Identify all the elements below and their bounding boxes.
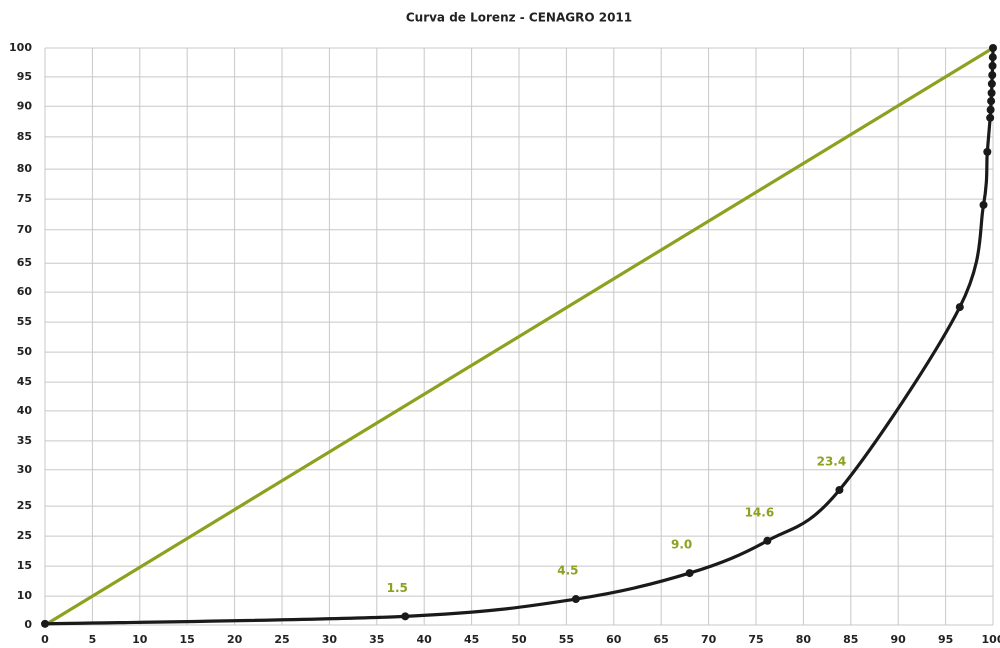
point — [983, 147, 992, 156]
point — [988, 71, 997, 80]
point — [989, 44, 997, 52]
point — [955, 303, 964, 312]
x-tick-label: 25 — [274, 633, 289, 646]
y-tick-label: 0 — [24, 618, 32, 631]
point — [987, 89, 996, 98]
x-tick-label: 65 — [654, 633, 669, 646]
y-tick-label: 80 — [17, 162, 33, 175]
x-tick-label: 20 — [227, 633, 243, 646]
y-tick-label: 100 — [9, 41, 32, 54]
x-tick-label: 15 — [180, 633, 195, 646]
x-tick-label: 90 — [891, 633, 907, 646]
point — [571, 595, 580, 604]
y-tick-label: 70 — [17, 223, 33, 236]
y-tick-label: 85 — [17, 130, 32, 143]
y-tick-label: 65 — [17, 256, 32, 269]
data-label: 9.0 — [671, 538, 692, 552]
x-tick-label: 95 — [938, 633, 953, 646]
y-tick-label: 35 — [17, 434, 32, 447]
x-tick-label: 5 — [89, 633, 97, 646]
point — [987, 97, 996, 106]
x-tick-label: 60 — [606, 633, 622, 646]
x-tick-label: 0 — [41, 633, 49, 646]
x-tick-label: 10 — [132, 633, 148, 646]
data-label: 23.4 — [817, 454, 847, 468]
y-tick-label: 95 — [17, 70, 32, 83]
x-tick-label: 80 — [796, 633, 812, 646]
y-tick-label: 90 — [17, 99, 33, 112]
point — [685, 569, 694, 578]
y-tick-label: 15 — [17, 559, 32, 572]
x-tick-label: 100 — [982, 633, 1000, 646]
y-tick-label: 45 — [17, 375, 32, 388]
x-tick-label: 30 — [322, 633, 338, 646]
x-tick-label: 75 — [748, 633, 763, 646]
y-tick-label: 40 — [17, 404, 33, 417]
y-tick-label: 75 — [17, 192, 32, 205]
point — [835, 485, 844, 494]
x-tick-label: 70 — [701, 633, 717, 646]
y-tick-label: 50 — [17, 345, 33, 358]
y-tick-label: 30 — [17, 463, 33, 476]
point — [763, 536, 772, 545]
data-label: 14.6 — [745, 505, 775, 519]
y-tick-label: 60 — [17, 285, 33, 298]
x-tick-label: 85 — [843, 633, 858, 646]
point — [988, 53, 997, 62]
x-tick-label: 55 — [559, 633, 574, 646]
point — [979, 200, 988, 209]
y-tick-label: 55 — [17, 315, 32, 328]
series-line — [44, 46, 994, 627]
point — [986, 113, 995, 122]
data-label: 4.5 — [557, 564, 578, 578]
point — [987, 79, 996, 88]
point — [988, 61, 997, 70]
chart-title: Curva de Lorenz - CENAGRO 2011 — [406, 11, 632, 25]
point — [401, 612, 410, 621]
y-tick-label: 25 — [17, 499, 32, 512]
x-tick-label: 40 — [417, 633, 433, 646]
x-tick-label: 45 — [464, 633, 479, 646]
point — [41, 619, 49, 628]
x-tick-label: 50 — [511, 633, 527, 646]
x-tick-label: 35 — [369, 633, 384, 646]
point — [986, 105, 995, 114]
y-tick-label: 25 — [17, 529, 32, 542]
data-label: 1.5 — [387, 581, 408, 595]
y-tick-label: 10 — [17, 589, 33, 602]
